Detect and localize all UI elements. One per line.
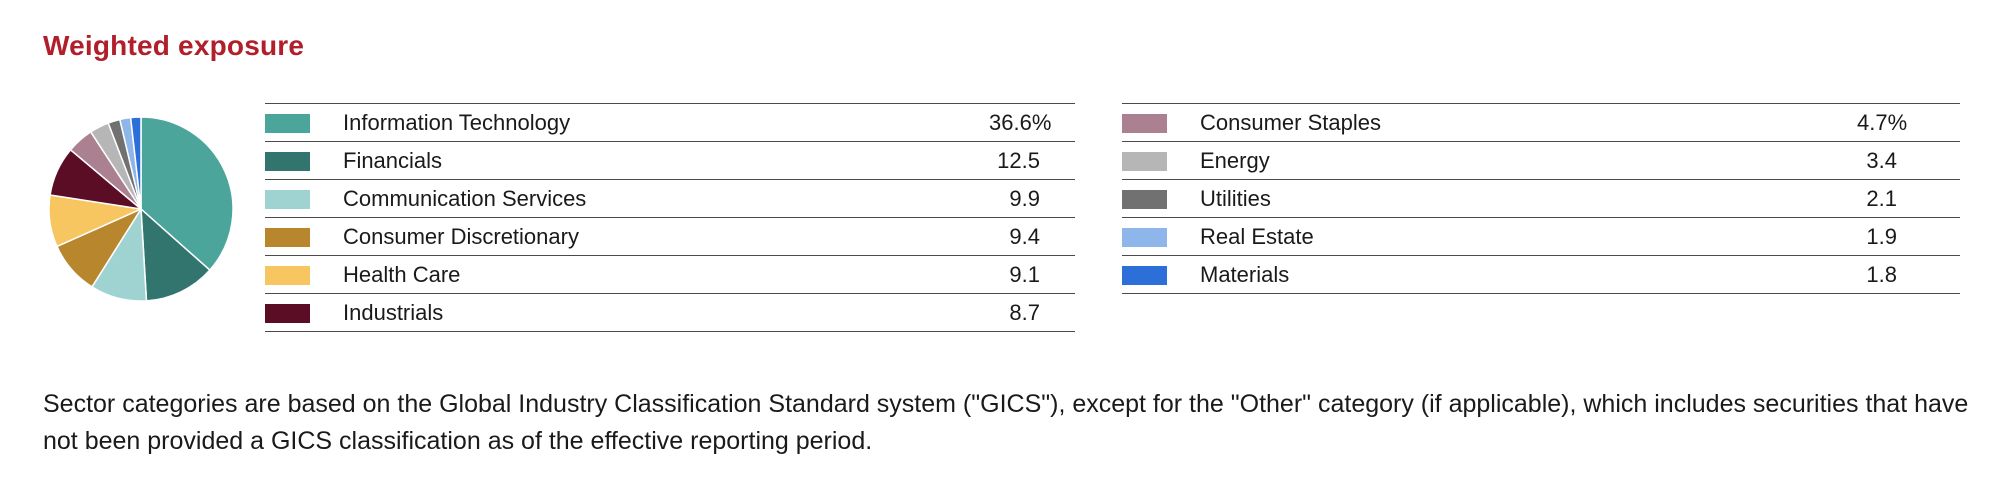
legend-swatch-information-technology bbox=[265, 114, 310, 133]
legend-label-consumer-discretionary: Consumer Discretionary bbox=[343, 224, 579, 249]
legend-table-right: Consumer Staples 4.7% Energy 3.4 Utilities 2.… bbox=[1122, 103, 1960, 294]
legend-label-materials: Materials bbox=[1200, 262, 1290, 287]
legend-label-real-estate: Real Estate bbox=[1200, 224, 1314, 249]
legend-value-consumer-discretionary: 9.4 bbox=[1009, 224, 1040, 249]
legend-value-industrials: 8.7 bbox=[1009, 300, 1040, 325]
section-title: Weighted exposure bbox=[43, 30, 305, 61]
legend-row-energy: Energy 3.4 bbox=[1122, 142, 1960, 180]
legend-value-energy: 3.4 bbox=[1866, 148, 1897, 173]
legend-label-health-care: Health Care bbox=[343, 262, 461, 287]
pie-slice-information-technology bbox=[140, 116, 234, 271]
legend-swatch-energy bbox=[1122, 152, 1167, 171]
legend-label-consumer-staples: Consumer Staples bbox=[1200, 110, 1381, 135]
legend-row-materials: Materials 1.8 bbox=[1122, 256, 1960, 294]
legend-row-real-estate: Real Estate 1.9 bbox=[1122, 218, 1960, 256]
legend-row-industrials: Industrials 8.7 bbox=[265, 294, 1075, 332]
legend-label-energy: Energy bbox=[1200, 148, 1270, 173]
legend-row-financials: Financials 12.5 bbox=[265, 142, 1075, 180]
legend-value-financials: 12.5 bbox=[997, 148, 1040, 173]
legend-table-left: Information Technology 36.6% Financials 12.… bbox=[265, 103, 1075, 332]
legend-swatch-communication-services bbox=[265, 190, 310, 209]
legend-label-information-technology: Information Technology bbox=[343, 110, 571, 135]
legend-value-utilities: 2.1 bbox=[1866, 186, 1897, 211]
legend-value-health-care: 9.1 bbox=[1009, 262, 1040, 287]
legend-value-communication-services: 9.9 bbox=[1009, 186, 1040, 211]
legend-swatch-consumer-staples bbox=[1122, 114, 1167, 133]
legend-swatch-industrials bbox=[265, 304, 310, 323]
legend-value-materials: 1.8 bbox=[1866, 262, 1897, 287]
legend-row-communication-services: Communication Services 9.9 bbox=[265, 180, 1075, 218]
legend-label-financials: Financials bbox=[343, 148, 443, 173]
legend-swatch-real-estate bbox=[1122, 228, 1167, 247]
pie-slice-materials bbox=[129, 116, 142, 210]
legend-row-consumer-discretionary: Consumer Discretionary 9.4 bbox=[265, 218, 1075, 256]
legend-label-utilities: Utilities bbox=[1200, 186, 1271, 211]
legend-row-health-care: Health Care 9.1 bbox=[265, 256, 1075, 294]
pie-svg bbox=[48, 116, 234, 302]
legend-row-consumer-staples: Consumer Staples 4.7% bbox=[1122, 104, 1960, 142]
legend-value-consumer-staples: 4.7% bbox=[1857, 110, 1908, 135]
legend-value-information-technology: 36.6% bbox=[989, 110, 1052, 135]
legend-value-real-estate: 1.9 bbox=[1866, 224, 1897, 249]
legend-swatch-utilities bbox=[1122, 190, 1167, 209]
legend-label-communication-services: Communication Services bbox=[343, 186, 587, 211]
legend-label-industrials: Industrials bbox=[343, 300, 444, 325]
legend-swatch-materials bbox=[1122, 266, 1167, 285]
sector-pie-chart bbox=[46, 114, 236, 304]
pie-slice-financials bbox=[140, 208, 211, 302]
legend-swatch-consumer-discretionary bbox=[265, 228, 310, 247]
gics-footnote: Sector categories are based on the Globa… bbox=[43, 390, 1969, 455]
legend-row-utilities: Utilities 2.1 bbox=[1122, 180, 1960, 218]
legend-swatch-health-care bbox=[265, 266, 310, 285]
legend-swatch-financials bbox=[265, 152, 310, 171]
legend-row-information-technology: Information Technology 36.6% bbox=[265, 104, 1075, 142]
